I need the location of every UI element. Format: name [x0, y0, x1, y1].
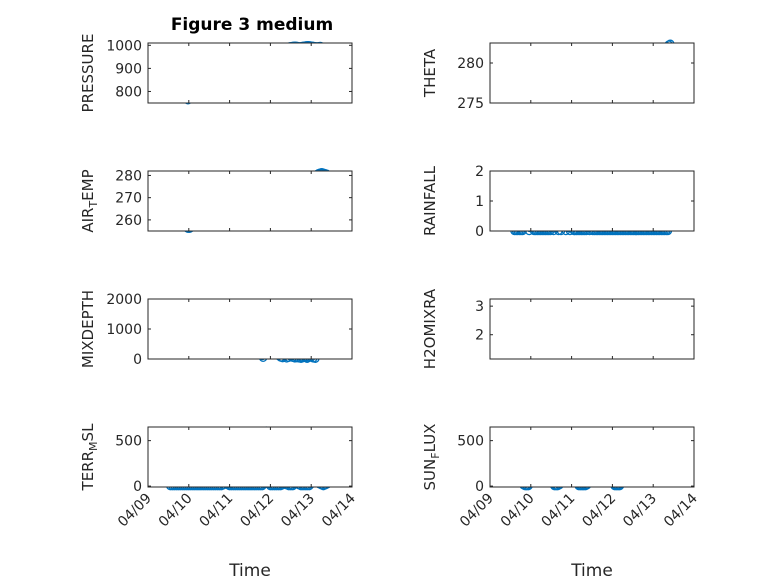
axes-frame: [489, 170, 695, 232]
y-axis-label: RAINFALL: [421, 165, 439, 236]
x-axis-label: Time: [570, 561, 613, 581]
axes-frame: [147, 42, 353, 104]
y-tick-label: 2: [475, 328, 484, 344]
y-axis-label: TERRMSL: [79, 423, 100, 492]
subplot-theta: 275 280 THETA: [421, 39, 695, 112]
figure-title: Figure 3 medium: [171, 15, 333, 35]
y-tick-label: 0: [133, 352, 142, 368]
y-tick-label: 270: [115, 191, 142, 207]
axes-frame: [489, 426, 695, 488]
y-tick-label: 275: [457, 96, 484, 112]
y-axis-label: H2OMIXRA: [421, 288, 439, 369]
axes-frame: [489, 298, 695, 360]
subplot-mixdepth: 0 1000 2000 MIXDEPTH: [79, 290, 353, 368]
y-tick-label: 0: [133, 479, 142, 495]
y-tick-label: 2000: [106, 292, 142, 308]
y-tick-label: 500: [115, 434, 142, 450]
axes-frame: [489, 42, 695, 104]
y-tick-label: 1000: [106, 38, 142, 54]
axes-frame: [147, 170, 353, 232]
y-tick-label: 0: [475, 479, 484, 495]
subplot-h2omixra: 2 3 H2OMIXRA: [421, 288, 695, 369]
y-tick-label: 2: [475, 164, 484, 180]
y-tick-label: 260: [115, 213, 142, 229]
subplot-rainfall: 0 1 2 RAINFALL: [421, 164, 695, 240]
y-tick-label: 280: [457, 56, 484, 72]
y-tick-label: 0: [475, 224, 484, 240]
y-tick-label: 800: [115, 84, 142, 100]
y-axis-label: AIRTEMP: [79, 169, 100, 232]
axes-frame: [147, 426, 353, 488]
y-tick-label: 900: [115, 61, 142, 77]
x-axis-label: Time: [228, 561, 271, 581]
y-tick-label: 500: [457, 434, 484, 450]
axes-frame: [147, 298, 353, 360]
subplot-pressure: 800 900 1000 PRESSURE: [79, 34, 353, 113]
y-tick-label: 1000: [106, 322, 142, 338]
y-tick-label: 280: [115, 168, 142, 184]
y-tick-label: 3: [475, 299, 484, 315]
y-axis-label: THETA: [421, 48, 439, 98]
y-tick-label: 1: [475, 194, 484, 210]
y-axis-label: SUNFLUX: [421, 424, 442, 491]
subplot-air_temp: 260 270 280 AIRTEMP: [79, 168, 353, 234]
y-axis-label: MIXDEPTH: [79, 290, 97, 368]
y-axis-label: PRESSURE: [79, 34, 97, 113]
